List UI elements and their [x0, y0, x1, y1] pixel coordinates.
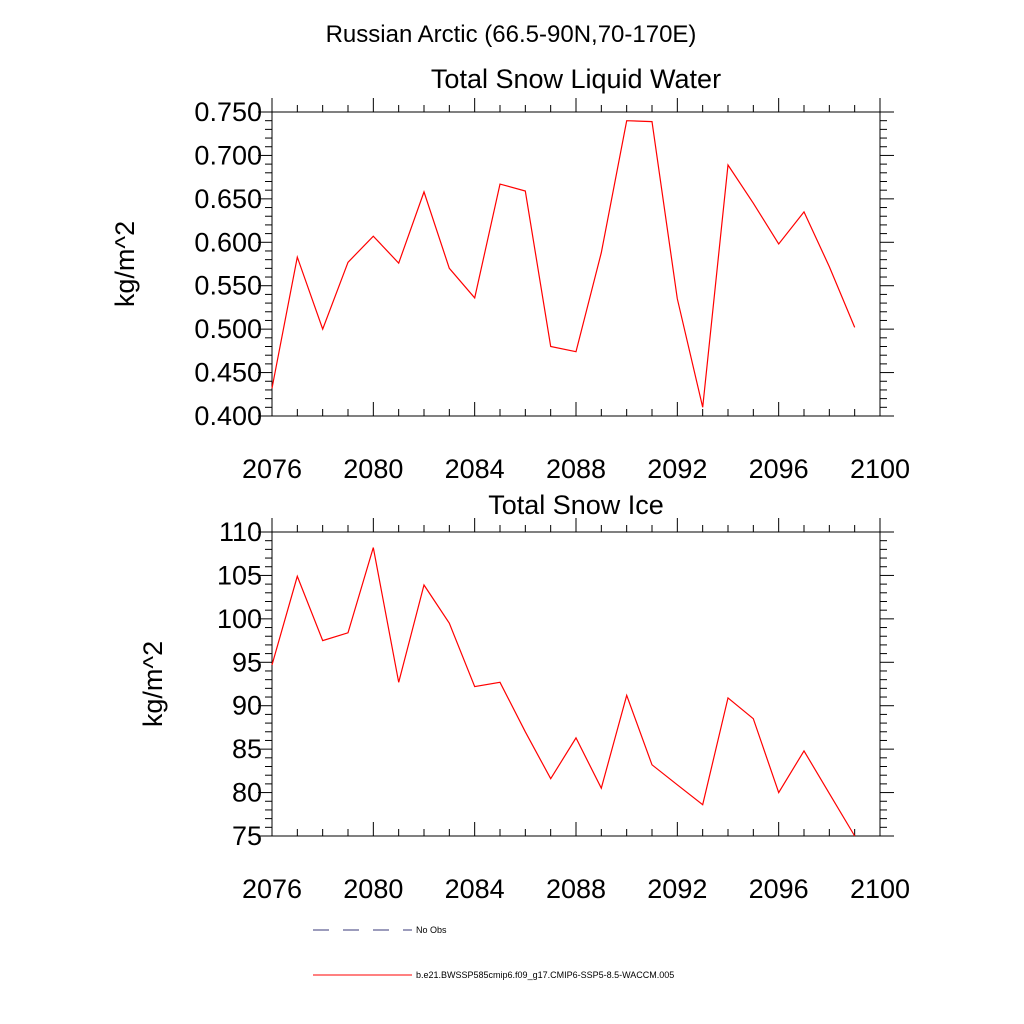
x-tick-label: 2080: [343, 874, 403, 904]
series-line: [271, 120, 856, 408]
y-tick-label: 0.500: [194, 314, 262, 344]
y-tick-label: 0.400: [194, 401, 262, 431]
y-tick-label: 0.650: [194, 184, 262, 214]
y-tick-label: 0.450: [194, 358, 262, 388]
figure-main-title: Russian Arctic (66.5-90N,70-170E): [326, 21, 697, 48]
legend-entry-1: No Obs: [313, 925, 447, 935]
y-tick-label: 0.550: [194, 271, 262, 301]
x-tick-label: 2092: [647, 454, 707, 484]
legend-label: b.e21.BWSSP585cmip6.f09_g17.CMIP6-SSP5-8…: [416, 970, 674, 980]
y-tick-label: 80: [232, 778, 262, 808]
y-tick-label: 90: [232, 691, 262, 721]
legend-label: No Obs: [416, 925, 447, 935]
x-tick-label: 2100: [850, 874, 910, 904]
x-tick-label: 2100: [850, 454, 910, 484]
y-tick-label: 0.600: [194, 227, 262, 257]
y-tick-label: 0.700: [194, 140, 262, 170]
series-line: [271, 547, 856, 837]
x-tick-label: 2092: [647, 874, 707, 904]
x-tick-label: 2096: [749, 874, 809, 904]
legend-entry-2: b.e21.BWSSP585cmip6.f09_g17.CMIP6-SSP5-8…: [313, 970, 674, 980]
y-tick-label: 85: [232, 734, 262, 764]
y-tick-label: 100: [217, 604, 262, 634]
y-tick-label: 110: [219, 517, 262, 547]
x-tick-label: 2088: [546, 454, 606, 484]
x-tick-label: 2088: [546, 874, 606, 904]
x-tick-label: 2076: [242, 454, 302, 484]
plot-frame: [271, 111, 881, 417]
legend: No Obs b.e21.BWSSP585cmip6.f09_g17.CMIP6-…: [313, 925, 674, 980]
x-tick-label: 2084: [445, 454, 505, 484]
y-tick-label: 75: [232, 821, 262, 851]
x-tick-label: 2096: [749, 454, 809, 484]
y-tick-label: 105: [217, 560, 262, 590]
chart-panel-2: 2076 2080 2084 2088 2092 2096 2100 75 80 85 90 95 10…: [138, 490, 910, 904]
x-tick-label: 2076: [242, 874, 302, 904]
y-axis-label: kg/m^2: [138, 641, 168, 727]
chart-panel-1: 2076 2080 2084 2088 2092 2096 2100 0.400 0.450 0.…: [110, 64, 910, 484]
x-tick-label: 2084: [445, 874, 505, 904]
chart-panels: 2076 2080 2084 2088 2092 2096 2100 0.400 0.450 0.…: [110, 64, 910, 904]
y-axis-label: kg/m^2: [110, 221, 140, 307]
panel-title: Total Snow Liquid Water: [431, 64, 721, 94]
plot-frame: [271, 531, 881, 837]
y-tick-label: 0.750: [194, 97, 262, 127]
x-tick-label: 2080: [343, 454, 403, 484]
y-tick-label: 95: [232, 647, 262, 677]
panel-title: Total Snow Ice: [488, 490, 664, 520]
